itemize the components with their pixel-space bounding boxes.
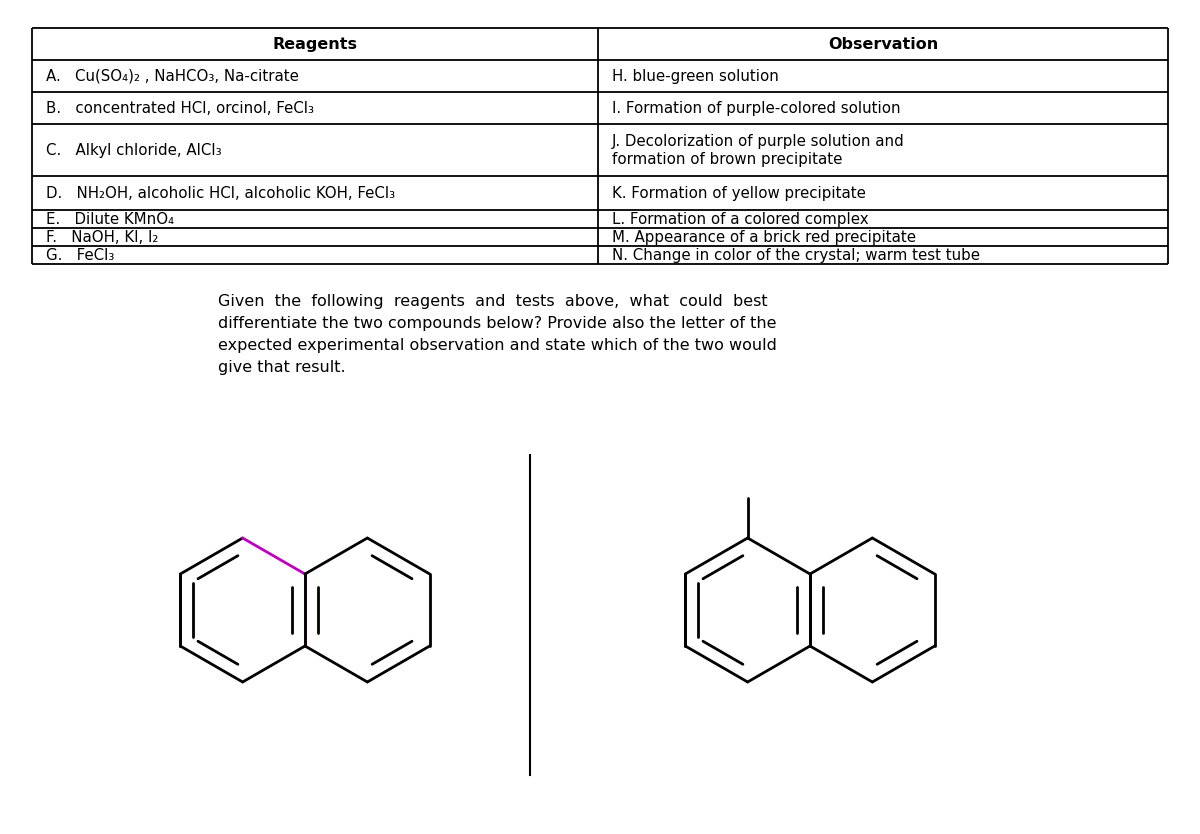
Text: G.   FeCl₃: G. FeCl₃ <box>46 248 114 263</box>
Text: B.   concentrated HCl, orcinol, FeCl₃: B. concentrated HCl, orcinol, FeCl₃ <box>46 101 314 115</box>
Text: H. blue-green solution: H. blue-green solution <box>612 68 779 83</box>
Text: formation of brown precipitate: formation of brown precipitate <box>612 152 842 167</box>
Text: K. Formation of yellow precipitate: K. Formation of yellow precipitate <box>612 185 866 200</box>
Text: F.   NaOH, KI, I₂: F. NaOH, KI, I₂ <box>46 229 158 244</box>
Text: J. Decolorization of purple solution and: J. Decolorization of purple solution and <box>612 133 905 148</box>
Text: L. Formation of a colored complex: L. Formation of a colored complex <box>612 212 869 227</box>
Text: N. Change in color of the crystal; warm test tube: N. Change in color of the crystal; warm … <box>612 248 980 263</box>
Text: Given  the  following  reagents  and  tests  above,  what  could  best: Given the following reagents and tests a… <box>218 294 768 309</box>
Text: M. Appearance of a brick red precipitate: M. Appearance of a brick red precipitate <box>612 229 916 244</box>
Text: E.   Dilute KMnO₄: E. Dilute KMnO₄ <box>46 212 174 227</box>
Text: Reagents: Reagents <box>272 37 358 52</box>
Text: D.   NH₂OH, alcoholic HCl, alcoholic KOH, FeCl₃: D. NH₂OH, alcoholic HCl, alcoholic KOH, … <box>46 185 395 200</box>
Text: give that result.: give that result. <box>218 360 346 375</box>
Text: A.   Cu(SO₄)₂ , NaHCO₃, Na-citrate: A. Cu(SO₄)₂ , NaHCO₃, Na-citrate <box>46 68 299 83</box>
Text: Observation: Observation <box>828 37 938 52</box>
Text: differentiate the two compounds below? Provide also the letter of the: differentiate the two compounds below? P… <box>218 316 776 331</box>
Text: expected experimental observation and state which of the two would: expected experimental observation and st… <box>218 338 776 353</box>
Text: C.   Alkyl chloride, AlCl₃: C. Alkyl chloride, AlCl₃ <box>46 143 222 158</box>
Text: I. Formation of purple-colored solution: I. Formation of purple-colored solution <box>612 101 901 115</box>
